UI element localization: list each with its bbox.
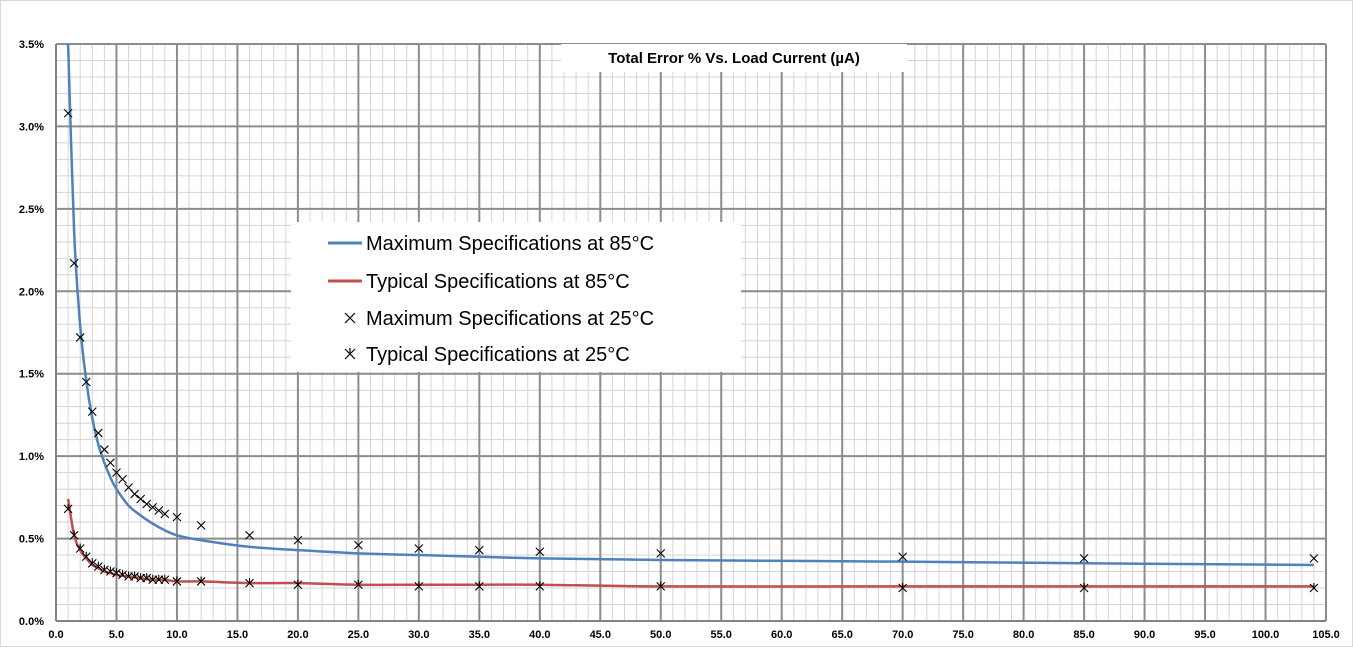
x-marker-point — [87, 407, 97, 417]
y-tick-label: 3.5% — [19, 39, 44, 51]
title-background — [561, 44, 907, 72]
x-marker-point — [353, 540, 363, 550]
legend-swatch-typ-25 — [344, 348, 356, 360]
x-tick-label: 10.0 — [166, 629, 187, 641]
x-tick-label: 5.0 — [109, 629, 124, 641]
x-marker-point — [81, 377, 91, 387]
x-marker-point — [656, 549, 666, 558]
legend-label-max-85: Maximum Specifications at 85°C — [366, 233, 654, 255]
star-marker-point — [130, 571, 140, 581]
x-marker-point — [293, 535, 303, 545]
x-marker-point — [148, 502, 158, 512]
x-tick-label: 85.0 — [1073, 629, 1094, 641]
x-marker-point — [63, 108, 73, 118]
x-tick-label: 35.0 — [469, 629, 490, 641]
x-marker-point — [172, 512, 182, 522]
axes — [55, 44, 1326, 622]
star-marker-point — [656, 581, 666, 591]
star-marker-point — [118, 569, 127, 580]
star-marker-point — [75, 543, 85, 553]
x-axis-tick-labels: 0.0 5.0 10.0 15.0 20.0 25.0 30.0 35.0 40.0 45.0 50… — [48, 629, 1339, 641]
star-marker-point — [93, 561, 103, 571]
y-tick-label: 1.5% — [19, 369, 44, 381]
series-1-line — [66, 498, 1314, 588]
x-marker-point — [75, 333, 85, 342]
y-tick-label: 0.0% — [19, 616, 44, 628]
x-tick-label: 15.0 — [227, 629, 248, 641]
legend-label-typ-85: Typical Specifications at 85°C — [366, 271, 630, 293]
x-tick-label: 0.0 — [48, 629, 63, 641]
x-tick-label: 70.0 — [892, 629, 913, 641]
legend-label-typ-25: Typical Specifications at 25°C — [366, 344, 630, 366]
x-marker-point — [69, 258, 79, 268]
legend-background — [291, 222, 741, 372]
star-marker-point — [172, 576, 182, 586]
y-tick-label: 2.0% — [19, 286, 44, 298]
x-tick-label: 100.0 — [1252, 629, 1280, 641]
star-marker-point — [414, 581, 424, 591]
star-marker-point — [245, 578, 254, 588]
star-marker-point — [99, 564, 109, 575]
x-marker-point — [898, 552, 908, 562]
x-tick-label: 40.0 — [529, 629, 550, 641]
star-marker-point — [1079, 583, 1089, 593]
x-tick-label: 50.0 — [650, 629, 671, 641]
x-tick-label: 55.0 — [711, 629, 732, 641]
x-tick-label: 60.0 — [771, 629, 792, 641]
star-marker-point — [112, 568, 121, 578]
x-tick-label: 65.0 — [831, 629, 852, 641]
chart-title-box: Total Error % Vs. Load Current (µA) — [561, 44, 907, 72]
x-tick-label: 75.0 — [952, 629, 973, 641]
x-marker-point — [142, 499, 152, 509]
x-marker-point — [196, 520, 206, 530]
y-axis-tick-labels: 0.0% 0.5% 1.0% 1.5% 2.0% 2.5% 3.0% 3.5% — [19, 39, 44, 628]
x-marker-point — [245, 530, 254, 540]
star-marker-point — [535, 581, 545, 591]
x-marker-point — [474, 545, 484, 555]
y-tick-label: 1.0% — [19, 451, 44, 463]
x-tick-label: 30.0 — [408, 629, 429, 641]
x-marker-point — [99, 445, 109, 454]
star-marker-point — [196, 576, 206, 586]
star-marker-point — [106, 566, 115, 576]
x-tick-label: 25.0 — [348, 629, 369, 641]
star-marker-point — [63, 503, 73, 514]
x-marker-point — [1309, 553, 1319, 563]
x-tick-label: 90.0 — [1134, 629, 1155, 641]
x-tick-label: 80.0 — [1013, 629, 1034, 641]
star-marker-point — [474, 581, 484, 591]
x-marker-point — [93, 428, 103, 438]
star-marker-point — [142, 573, 152, 583]
legend-label-max-25: Maximum Specifications at 25°C — [366, 308, 654, 330]
chart-title: Total Error % Vs. Load Current (µA) — [608, 50, 860, 67]
y-tick-label: 0.5% — [19, 534, 44, 546]
x-marker-point — [154, 506, 164, 515]
x-marker-point — [106, 458, 115, 468]
star-marker-point — [69, 530, 79, 540]
y-tick-label: 3.0% — [19, 121, 44, 133]
x-tick-label: 45.0 — [590, 629, 611, 641]
x-marker-point — [414, 544, 424, 553]
star-marker-point — [898, 583, 908, 593]
x-tick-label: 105.0 — [1312, 629, 1340, 641]
star-marker-point — [353, 579, 363, 590]
x-marker-point — [130, 489, 140, 499]
x-tick-label: 20.0 — [287, 629, 308, 641]
x-tick-label: 95.0 — [1194, 629, 1215, 641]
star-marker-point — [87, 558, 97, 568]
legend-swatch-max-25 — [344, 312, 356, 324]
x-marker-point — [160, 509, 170, 519]
star-marker-point — [160, 574, 170, 585]
x-marker-point — [136, 494, 146, 504]
series-layer — [63, 43, 1319, 593]
y-tick-label: 2.5% — [19, 204, 44, 216]
legend: Maximum Specifications at 85°C Typical S… — [291, 222, 741, 372]
x-marker-point — [1079, 553, 1089, 563]
star-marker-point — [1309, 583, 1319, 593]
star-marker-point — [293, 579, 303, 590]
x-marker-point — [535, 547, 545, 557]
x-marker-point — [118, 474, 127, 484]
